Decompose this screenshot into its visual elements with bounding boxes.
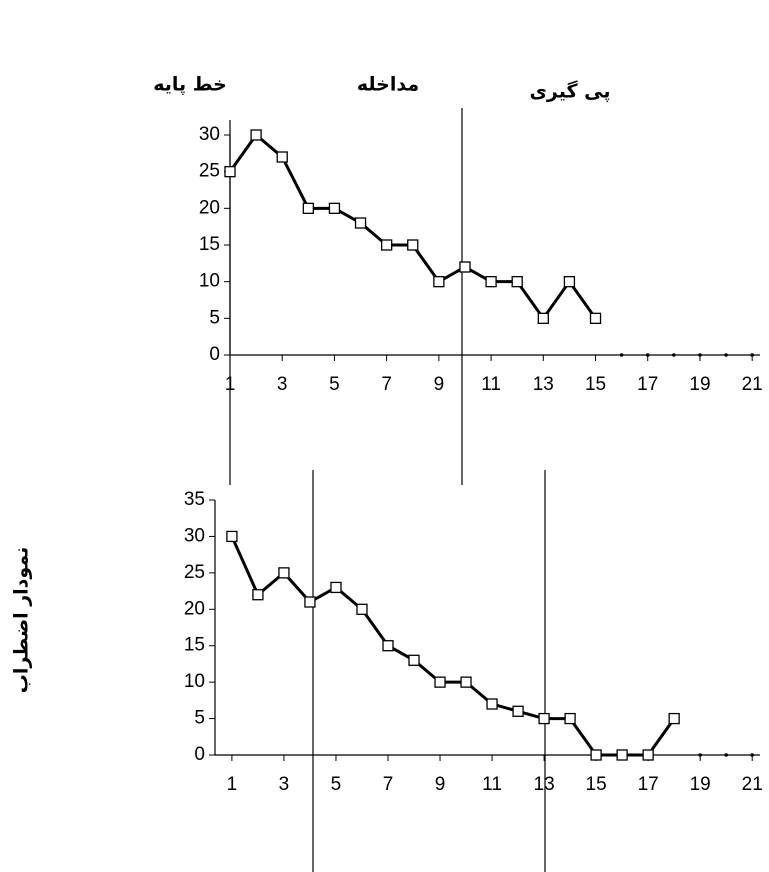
y-tick-label: 10: [184, 671, 205, 692]
x-tick-label: 13: [533, 374, 554, 395]
y-axis-label: نمودار اضطراب: [11, 547, 33, 693]
x-tick-label: 21: [742, 374, 763, 395]
data-point: [645, 353, 650, 357]
data-point: [672, 353, 676, 357]
data-point: [278, 567, 290, 579]
data-point: [250, 129, 262, 141]
y-tick-label: 20: [199, 197, 220, 218]
y-tick-label: 5: [209, 307, 220, 328]
y-tick-label: 20: [184, 598, 205, 619]
data-point: [460, 676, 472, 688]
data-point: [511, 276, 523, 288]
x-tick-label: 7: [381, 374, 392, 395]
data-point: [590, 749, 602, 761]
x-tick-label: 21: [742, 774, 763, 795]
x-tick-label: 3: [277, 374, 288, 395]
x-tick-label: 1: [227, 774, 238, 795]
x-tick-label: 19: [689, 374, 710, 395]
data-point: [356, 603, 368, 615]
x-tick-label: 9: [434, 374, 445, 395]
data-point: [354, 217, 367, 229]
y-tick-label: 25: [199, 161, 220, 182]
y-tick-label: 15: [199, 234, 220, 255]
data-point: [226, 530, 238, 543]
x-tick-label: 11: [481, 374, 501, 395]
data-point: [724, 753, 728, 757]
data-point: [407, 239, 419, 251]
phase-label: پی گیری: [529, 80, 610, 103]
series-line: [230, 535, 676, 757]
x-tick-label: 1: [225, 374, 236, 395]
x-tick-label: 3: [279, 774, 290, 795]
data-point: [750, 353, 754, 357]
data-point: [642, 749, 654, 761]
data-point: [698, 353, 702, 357]
data-point: [537, 312, 549, 324]
data-point: [564, 712, 576, 725]
data-point: [668, 712, 680, 725]
x-tick-label: 15: [585, 374, 606, 395]
data-point: [408, 654, 420, 666]
x-tick-label: 5: [329, 374, 340, 395]
y-tick-label: 0: [194, 744, 205, 765]
phase-label: مداخله: [357, 74, 419, 96]
data-point: [252, 589, 264, 601]
data-point: [304, 596, 316, 608]
data-point: [434, 676, 446, 688]
data-point: [276, 151, 288, 163]
data-point: [563, 276, 576, 288]
data-point: [224, 166, 236, 178]
y-tick-label: 25: [184, 562, 205, 583]
data-point: [382, 640, 394, 652]
y-tick-label: 5: [194, 708, 205, 729]
data-point: [330, 581, 342, 594]
y-tick-label: 10: [199, 271, 220, 292]
data-point: [724, 353, 728, 357]
x-tick-label: 7: [383, 774, 394, 795]
data-point: [538, 712, 550, 725]
x-tick-label: 15: [586, 774, 607, 795]
y-tick-label: 30: [184, 525, 205, 546]
data-point: [619, 353, 624, 357]
data-point: [616, 749, 628, 761]
y-tick-label: 0: [209, 344, 220, 365]
x-tick-label: 19: [690, 774, 711, 795]
x-tick-label: 17: [637, 374, 658, 395]
x-tick-label: 13: [534, 774, 555, 795]
data-point: [485, 276, 497, 288]
data-point: [381, 239, 393, 251]
data-point: [698, 753, 702, 757]
phase-label: خط پایه: [153, 74, 227, 96]
y-tick-label: 35: [184, 489, 205, 510]
data-point: [328, 202, 341, 214]
data-point: [433, 276, 445, 288]
data-point: [589, 312, 602, 324]
data-point: [486, 698, 498, 710]
data-point: [750, 753, 754, 757]
data-point: [512, 705, 524, 717]
y-tick-label: 15: [184, 635, 205, 656]
data-point: [302, 202, 314, 214]
y-tick-label: 30: [199, 124, 220, 145]
x-tick-label: 17: [638, 774, 659, 795]
x-tick-label: 9: [435, 774, 446, 795]
data-point: [459, 261, 471, 273]
x-tick-label: 11: [482, 774, 502, 795]
x-tick-label: 5: [331, 774, 342, 795]
